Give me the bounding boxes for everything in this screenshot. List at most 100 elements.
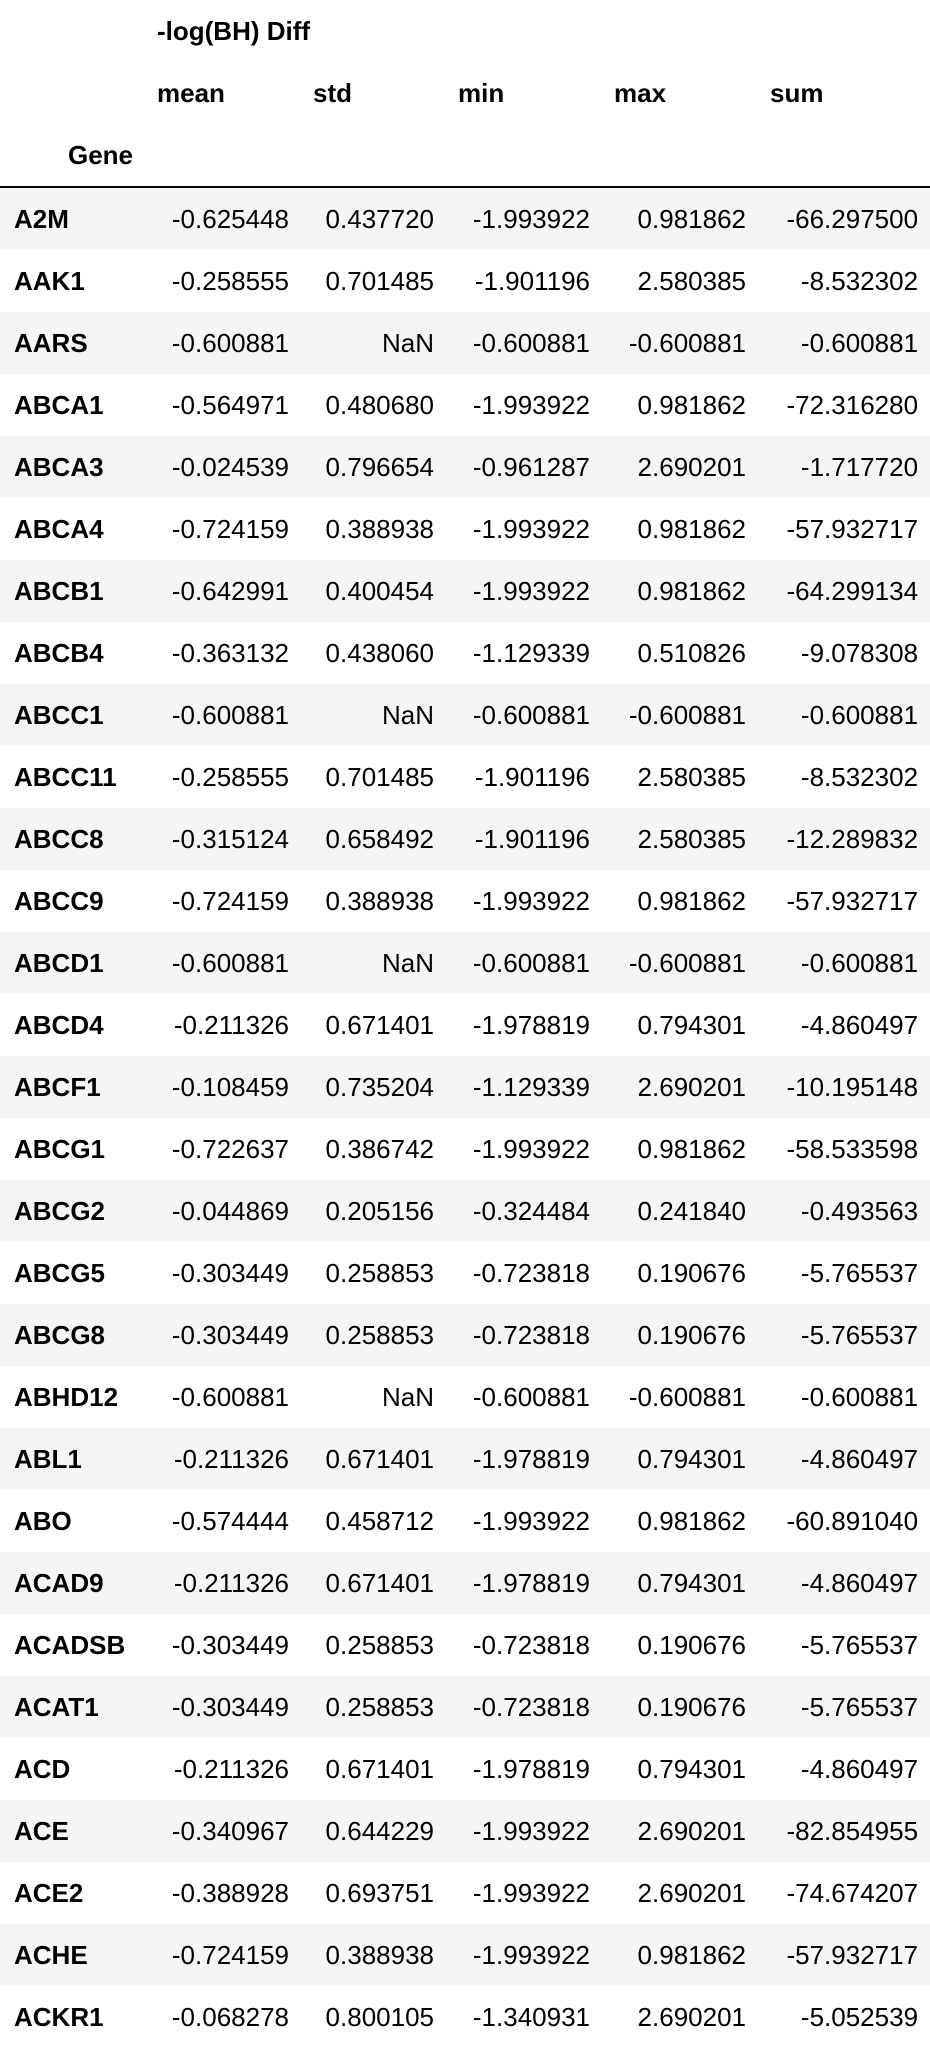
cell-max: 2.580385 <box>637 265 746 296</box>
row-label-gene: ABCA1 <box>14 389 104 420</box>
cell-std: 0.388938 <box>325 1939 434 1970</box>
cell-min: -0.600881 <box>472 947 590 978</box>
cell-sum: -5.765537 <box>800 1629 919 1660</box>
table-row: AAK1 -0.258555 0.701485 -1.901196 2.580385 -8… <box>0 250 930 312</box>
cell-std: NaN <box>381 1381 434 1412</box>
column-header-max: max <box>614 77 667 108</box>
cell-mean: -0.303449 <box>171 1319 289 1350</box>
cell-mean: -0.303449 <box>171 1691 289 1722</box>
cell-mean: -0.600881 <box>171 327 289 358</box>
table-row: ABCC8 -0.315124 0.658492 -1.901196 2.580385 -… <box>0 808 930 870</box>
cell-sum: -66.297500 <box>786 203 919 234</box>
header-row-columns: mean std min max sum <box>0 62 930 124</box>
cell-mean: -0.340967 <box>171 1815 289 1846</box>
header-blank <box>0 0 145 62</box>
cell-max: 2.690201 <box>637 2001 746 2032</box>
table-row: ABCF1 -0.108459 0.735204 -1.129339 2.690201 -… <box>0 1056 930 1118</box>
cell-sum: -5.765537 <box>800 1319 919 1350</box>
cell-std: 0.438060 <box>325 637 434 668</box>
cell-std: 0.458712 <box>325 1505 434 1536</box>
cell-sum: -0.600881 <box>800 947 919 978</box>
table-header: -log(BH) Diff mean std min max sum Gene <box>0 0 930 188</box>
cell-min: -0.961287 <box>472 451 590 482</box>
table-row: ABCA4 -0.724159 0.388938 -1.993922 0.981862 -… <box>0 498 930 560</box>
row-label-gene: ABCG2 <box>14 1195 106 1226</box>
cell-std: 0.388938 <box>325 513 434 544</box>
row-label-gene: ABCB4 <box>14 637 104 668</box>
cell-std: 0.701485 <box>325 761 434 792</box>
table-row: ABCA1 -0.564971 0.480680 -1.993922 0.981862 -… <box>0 374 930 436</box>
cell-min: -0.600881 <box>472 1381 590 1412</box>
cell-sum: -4.860497 <box>800 1443 919 1474</box>
cell-min: -1.993922 <box>472 203 590 234</box>
row-label-gene: AAK1 <box>14 265 85 296</box>
table-row: ACHE -0.724159 0.388938 -1.993922 0.981862 -5… <box>0 1924 930 1986</box>
cell-max: -0.600881 <box>628 699 746 730</box>
table-row: ABO -0.574444 0.458712 -1.993922 0.981862 -60… <box>0 1490 930 1552</box>
cell-std: 0.693751 <box>325 1877 434 1908</box>
table-row: ABHD12 -0.600881 NaN -0.600881 -0.600881 -0.6… <box>0 1366 930 1428</box>
cell-max: 0.981862 <box>637 885 746 916</box>
cell-sum: -60.891040 <box>786 1505 919 1536</box>
cell-mean: -0.024539 <box>171 451 289 482</box>
header-blank <box>301 124 446 188</box>
cell-std: 0.258853 <box>325 1629 434 1660</box>
row-label-gene: ACE2 <box>14 1877 84 1908</box>
cell-sum: -8.532302 <box>800 265 919 296</box>
cell-sum: -72.316280 <box>786 389 919 420</box>
cell-max: 0.190676 <box>637 1257 746 1288</box>
cell-sum: -1.717720 <box>800 451 919 482</box>
header-blank <box>446 124 602 188</box>
cell-sum: -8.532302 <box>800 761 919 792</box>
cell-mean: -0.258555 <box>171 761 289 792</box>
cell-min: -1.129339 <box>472 1071 590 1102</box>
cell-max: 0.981862 <box>637 1939 746 1970</box>
cell-max: 0.794301 <box>637 1567 746 1598</box>
cell-std: NaN <box>381 327 434 358</box>
cell-max: 0.981862 <box>637 575 746 606</box>
index-name: Gene <box>0 124 145 188</box>
cell-std: 0.735204 <box>325 1071 434 1102</box>
cell-std: 0.258853 <box>325 1691 434 1722</box>
cell-sum: -10.195148 <box>786 1071 919 1102</box>
cell-sum: -4.860497 <box>800 1567 919 1598</box>
cell-max: -0.600881 <box>628 327 746 358</box>
table-row: ABCG1 -0.722637 0.386742 -1.993922 0.981862 -… <box>0 1118 930 1180</box>
cell-max: 0.981862 <box>637 203 746 234</box>
table-row: ABCD1 -0.600881 NaN -0.600881 -0.600881 -0.60… <box>0 932 930 994</box>
cell-std: NaN <box>381 699 434 730</box>
cell-min: -1.993922 <box>472 885 590 916</box>
cell-sum: -58.533598 <box>786 1133 919 1164</box>
header-blank <box>602 124 758 188</box>
table-row: A2M -0.625448 0.437720 -1.993922 0.981862 -66… <box>0 187 930 250</box>
cell-mean: -0.642991 <box>171 575 289 606</box>
cell-mean: -0.211326 <box>173 1753 289 1784</box>
row-label-gene: ABL1 <box>14 1443 82 1474</box>
cell-sum: -57.932717 <box>786 885 919 916</box>
row-label-gene: ABCC1 <box>14 699 104 730</box>
cell-min: -0.600881 <box>472 327 590 358</box>
cell-max: -0.600881 <box>628 947 746 978</box>
cell-mean: -0.108459 <box>171 1071 289 1102</box>
table-row: ACE -0.340967 0.644229 -1.993922 2.690201 -82… <box>0 1800 930 1862</box>
cell-std: NaN <box>381 947 434 978</box>
cell-max: 0.981862 <box>637 389 746 420</box>
cell-sum: -9.078308 <box>800 637 919 668</box>
row-label-gene: ABCG1 <box>14 1133 106 1164</box>
table-row: ABCA3 -0.024539 0.796654 -0.961287 2.690201 -… <box>0 436 930 498</box>
cell-min: -1.993922 <box>472 1133 590 1164</box>
cell-sum: -0.600881 <box>800 699 919 730</box>
cell-sum: -64.299134 <box>786 575 919 606</box>
row-label-gene: ABCC11 <box>14 761 117 792</box>
cell-min: -0.324484 <box>472 1195 590 1226</box>
cell-max: -0.600881 <box>628 1381 746 1412</box>
cell-min: -1.129339 <box>472 637 590 668</box>
cell-mean: -0.068278 <box>171 2001 289 2032</box>
cell-sum: -0.493563 <box>800 1195 919 1226</box>
row-label-gene: AARS <box>14 327 88 358</box>
cell-mean: -0.363132 <box>171 637 289 668</box>
cell-min: -0.723818 <box>472 1319 590 1350</box>
table-row: ACADSB -0.303449 0.258853 -0.723818 0.190676… <box>0 1614 930 1676</box>
cell-min: -1.978819 <box>472 1443 590 1474</box>
